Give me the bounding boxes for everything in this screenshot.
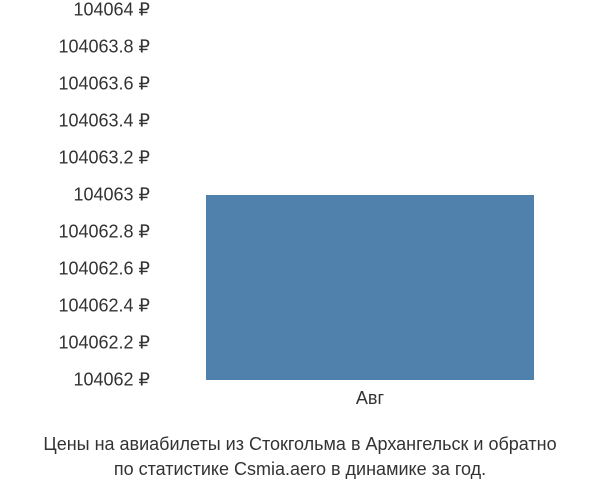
y-tick-label: 104062.6 ₽ [58, 259, 150, 280]
y-tick-label: 104063 ₽ [73, 185, 150, 206]
y-tick-label: 104062 ₽ [73, 370, 150, 391]
bar [206, 195, 534, 380]
chart-caption: Цены на авиабилеты из Стокгольма в Архан… [0, 432, 600, 482]
plot-area: Авг [160, 10, 580, 380]
y-tick-label: 104062.8 ₽ [58, 222, 150, 243]
y-tick-label: 104062.2 ₽ [58, 333, 150, 354]
y-tick-label: 104062.4 ₽ [58, 296, 150, 317]
y-tick-label: 104064 ₽ [73, 0, 150, 21]
x-tick-label: Авг [356, 388, 384, 409]
y-tick-label: 104063.4 ₽ [58, 111, 150, 132]
y-tick-label: 104063.2 ₽ [58, 148, 150, 169]
caption-line-2: по статистике Csmia.aero в динамике за г… [0, 457, 600, 482]
y-tick-label: 104063.6 ₽ [58, 74, 150, 95]
y-tick-label: 104063.8 ₽ [58, 37, 150, 58]
caption-line-1: Цены на авиабилеты из Стокгольма в Архан… [0, 432, 600, 457]
y-axis: 104064 ₽104063.8 ₽104063.6 ₽104063.4 ₽10… [0, 10, 160, 400]
chart-area: 104064 ₽104063.8 ₽104063.6 ₽104063.4 ₽10… [0, 10, 600, 400]
